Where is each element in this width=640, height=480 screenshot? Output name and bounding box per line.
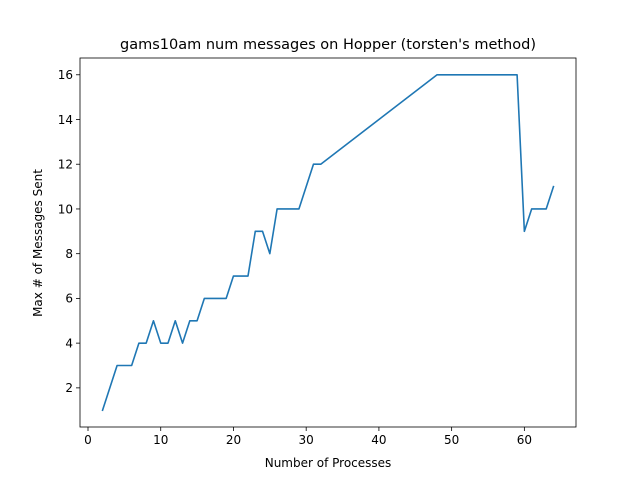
y-tick-label-10: 10	[58, 202, 73, 216]
x-tick-label-40: 40	[371, 433, 386, 447]
y-tick-label-4: 4	[65, 336, 73, 350]
y-axis-label: Max # of Messages Sent	[31, 169, 45, 317]
y-tick-label-12: 12	[58, 158, 73, 172]
y-tick-label-8: 8	[65, 247, 73, 261]
x-tick-label-30: 30	[299, 433, 314, 447]
chart-title: gams10am num messages on Hopper (torsten…	[120, 37, 536, 53]
series-line-0	[101, 73, 555, 412]
x-tick-label-50: 50	[444, 433, 459, 447]
y-tick-label-14: 14	[58, 113, 73, 127]
plot-area: 0 10 20 30 40 50 60 2 4 6 8 10 12 14 16	[58, 57, 577, 447]
x-tick-label-0: 0	[84, 433, 92, 447]
x-tick-label-60: 60	[517, 433, 532, 447]
y-tick-label-2: 2	[65, 381, 73, 395]
x-tick-label-10: 10	[153, 433, 168, 447]
y-tick-label-16: 16	[58, 68, 73, 82]
x-axis-label: Number of Processes	[265, 456, 392, 470]
x-tick-label-20: 20	[226, 433, 241, 447]
axes-frame	[79, 57, 577, 428]
y-tick-label-6: 6	[65, 292, 73, 306]
